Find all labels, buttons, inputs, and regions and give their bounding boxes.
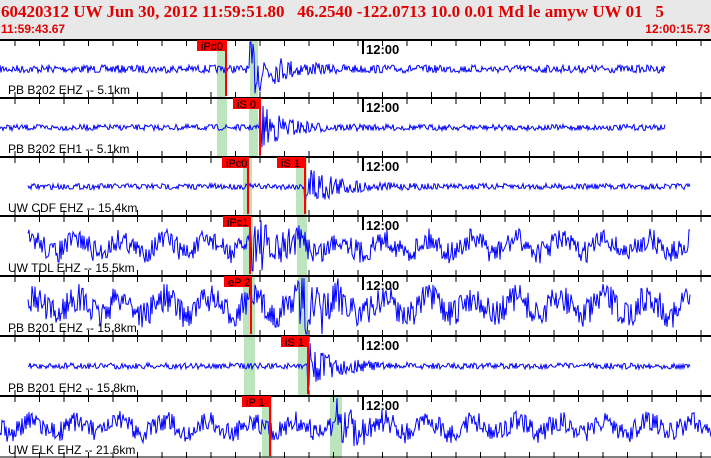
channel-panel[interactable]: 12:00 iS 1 bbox=[0, 335, 711, 396]
seismogram-panels[interactable]: 12:00 iPd0 12:00 iS 0 12:00 iPc0 iS 1 12:00 iPc1… bbox=[0, 39, 711, 458]
pick-flag[interactable] bbox=[277, 157, 305, 168]
pick-window[interactable] bbox=[330, 396, 342, 458]
pick-label: iS 1 bbox=[285, 337, 304, 349]
waveform-trace bbox=[27, 220, 691, 272]
waveform-trace bbox=[27, 342, 691, 393]
time-marker-label: 12:00 bbox=[366, 338, 399, 353]
event-header: 60420312 UW Jun 30, 2012 11:59:51.80 46.… bbox=[0, 0, 711, 39]
pick-label: iPc1 bbox=[227, 217, 248, 229]
time-marker-label: 12:00 bbox=[366, 218, 399, 233]
pick-flag[interactable] bbox=[197, 40, 226, 51]
waveform-trace bbox=[0, 398, 711, 447]
channel-label: PB B202 EHZ -- 5.1km bbox=[8, 83, 131, 97]
pick-label: iPd0 bbox=[201, 41, 223, 53]
pick-label: iP 1 bbox=[246, 397, 265, 409]
time-marker-label: 12:00 bbox=[366, 42, 399, 57]
time-marker-label: 12:00 bbox=[366, 398, 399, 413]
waveform-trace bbox=[0, 41, 666, 94]
event-title: 60420312 UW Jun 30, 2012 11:59:51.80 46.… bbox=[1, 2, 664, 21]
channel-label: UW CDF EHZ -- 15.4km bbox=[8, 201, 138, 215]
waveform-trace bbox=[0, 105, 666, 148]
channel-panel[interactable]: 12:00 iS 0 bbox=[0, 97, 711, 157]
pick-flag[interactable] bbox=[224, 276, 251, 287]
channel-panel[interactable]: 12:00 iPc1 bbox=[0, 215, 711, 276]
channel-label: UW TDL EHZ -- 15.5km bbox=[8, 261, 135, 275]
channel-label: PB B201 EHZ -- 15.8km bbox=[8, 321, 137, 335]
pick-label: iS 0 bbox=[237, 99, 256, 111]
pick-window[interactable] bbox=[262, 396, 272, 458]
start-time: 11:59:43.67 bbox=[1, 22, 66, 36]
pick-flag[interactable] bbox=[223, 216, 250, 227]
waveform-trace bbox=[27, 169, 691, 208]
pick-flag[interactable] bbox=[242, 396, 270, 407]
pick-window[interactable] bbox=[243, 216, 253, 276]
time-marker-label: 12:00 bbox=[366, 100, 399, 115]
pick-flag[interactable] bbox=[281, 336, 308, 347]
pick-label: iPc0 bbox=[226, 158, 247, 170]
channel-panel[interactable]: 12:00 iPd0 bbox=[0, 39, 711, 98]
time-marker-label: 12:00 bbox=[366, 159, 399, 174]
pick-window[interactable] bbox=[297, 216, 307, 276]
waveform-trace bbox=[27, 277, 691, 335]
channel-panel[interactable]: 12:00 iPc0 iS 1 bbox=[0, 156, 711, 216]
channel-label: PB B201 EH2 -- 15.8km bbox=[8, 381, 137, 395]
pick-window[interactable] bbox=[249, 98, 258, 157]
pick-flag[interactable] bbox=[233, 98, 260, 109]
pick-window[interactable] bbox=[217, 98, 227, 157]
channel-label: PB B202 EH1 -- 5.1km bbox=[8, 142, 130, 156]
end-time: 12:00:15.73 bbox=[645, 22, 710, 36]
pick-label: iS 1 bbox=[281, 158, 300, 170]
pick-flag[interactable] bbox=[222, 157, 248, 168]
pick-label: eP 2 bbox=[228, 277, 250, 289]
channel-label: UW ELK EHZ -- 21.6km bbox=[8, 443, 136, 457]
